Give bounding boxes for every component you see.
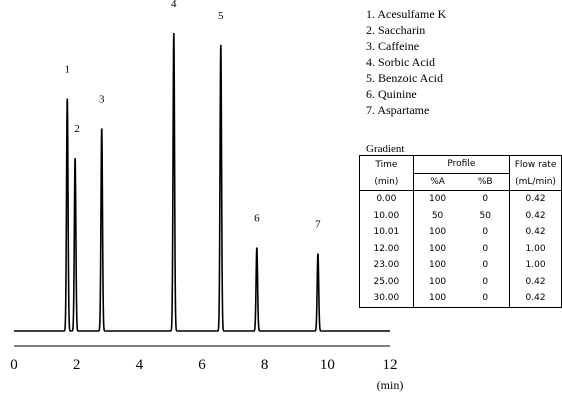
cell-time: 0.00 [359, 190, 414, 208]
cell-percent-b: 0 [482, 243, 489, 254]
peak-label: 5 [218, 10, 224, 22]
cell-percent-a: 100 [428, 194, 447, 205]
cell-percent-a: 100 [413, 290, 462, 308]
legend-item-6: 6. Quinine [366, 87, 417, 101]
peak-label: 1 [65, 64, 71, 76]
legend-item-7: 7. Aspartame [366, 103, 430, 117]
table-row: 10.00 50 50 0.42 [359, 207, 562, 224]
legend-item-4: 4. Sorbic Acid [366, 55, 435, 69]
cell-percent-a: 100 [428, 227, 447, 238]
cell-percent-a: 50 [431, 210, 444, 221]
x-tick-label: 4 [136, 357, 144, 373]
table-row: 12.00 100 0 1.00 [359, 240, 562, 257]
compound-legend: 1. Acesulfame K 2. Saccharin 3. Caffeine… [366, 6, 446, 118]
gradient-table: Time Profile Flow rate (min) %A %B (mL/m… [359, 155, 562, 308]
header-percent-a: %A [412, 173, 462, 191]
cell-percent-b: 0 [482, 276, 489, 287]
x-axis-label: (min) [377, 378, 404, 392]
chromatogram-trace [14, 32, 390, 332]
peak-label: 4 [171, 0, 177, 10]
cell-flow: 1.00 [509, 240, 562, 257]
cell-flow: 0.42 [509, 207, 562, 224]
table-row: 30.00 100 0 0.42 [359, 290, 562, 308]
cell-percent-a: 100 [428, 243, 447, 254]
cell-time: 30.00 [359, 290, 414, 308]
x-tick-label: 6 [198, 357, 206, 373]
legend-item-3: 3. Caffeine [366, 39, 420, 53]
table-row: 0.00 100 0 0.42 [359, 190, 562, 208]
header-time: Time [359, 155, 414, 173]
cell-time: 23.00 [359, 257, 414, 274]
cell-flow: 0.42 [509, 190, 562, 208]
header-percent-b: %B [461, 173, 511, 191]
header-time-unit: (min) [359, 173, 414, 191]
peak-label: 7 [315, 219, 321, 231]
legend-item-5: 5. Benzoic Acid [366, 71, 443, 85]
legend-item-2: 2. Saccharin [366, 23, 426, 37]
table-row: 10.01 100 0 0.42 [359, 224, 562, 241]
cell-flow: 1.00 [509, 257, 562, 274]
header-profile: Profile [412, 155, 511, 174]
x-tick-label: 2 [73, 357, 81, 373]
header-flow-unit: (mL/min) [509, 173, 562, 191]
x-tick-labels: 0 2 4 6 8 10 12 [10, 357, 397, 373]
x-tick-label: 12 [383, 357, 398, 373]
peak-label: 6 [254, 213, 260, 225]
cell-time: 12.00 [359, 240, 414, 257]
cell-percent-b: 50 [479, 210, 491, 221]
cell-percent-a: 100 [428, 260, 447, 271]
peak-label: 2 [74, 123, 80, 135]
cell-percent-a: 100 [428, 276, 447, 287]
peak-label: 3 [99, 93, 105, 105]
cell-time: 10.00 [359, 207, 414, 224]
cell-flow: 0.42 [509, 224, 562, 241]
table-row: 25.00 100 0 0.42 [359, 273, 562, 290]
x-tick-label: 10 [320, 357, 335, 373]
x-tick-label: 0 [10, 357, 18, 373]
x-tick-label: 8 [261, 357, 269, 373]
gradient-title: Gradient [366, 143, 405, 155]
peak-labels: 1 2 3 4 5 6 7 [65, 0, 322, 231]
cell-percent-b: 0 [482, 194, 489, 205]
cell-percent-b: 0 [482, 260, 489, 271]
cell-flow: 0.42 [509, 273, 562, 290]
cell-time: 10.01 [359, 224, 414, 241]
table-row: 23.00 100 0 1.00 [359, 257, 562, 274]
cell-flow: 0.42 [509, 290, 562, 308]
legend-item-1: 1. Acesulfame K [366, 7, 447, 21]
header-flow: Flow rate [509, 155, 562, 173]
cell-percent-b: 0 [461, 290, 510, 308]
cell-percent-b: 0 [482, 227, 489, 238]
cell-time: 25.00 [359, 273, 414, 290]
